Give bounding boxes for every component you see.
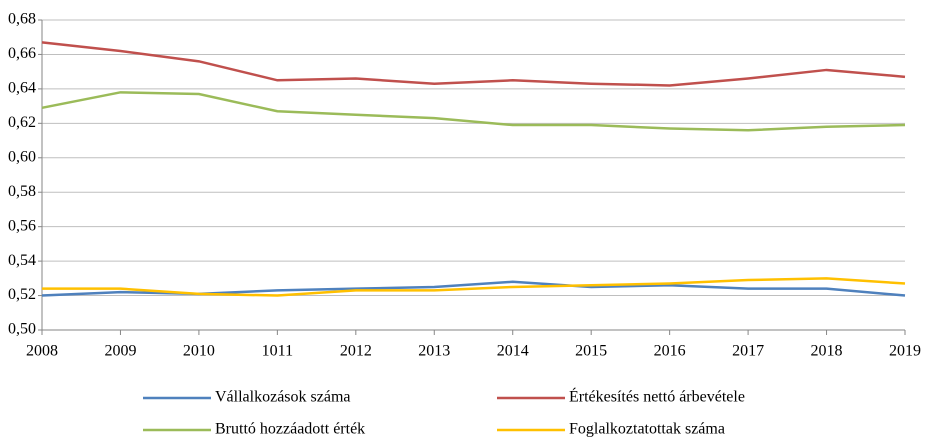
y-tick-label: 0,54 bbox=[8, 252, 36, 269]
x-tick-label: 2014 bbox=[497, 343, 529, 360]
x-tick-label: 1011 bbox=[262, 343, 293, 360]
y-tick-label: 0,60 bbox=[8, 148, 36, 165]
series-line bbox=[42, 277, 906, 297]
x-tick-label: 2009 bbox=[104, 343, 136, 360]
y-tick-label: 0,58 bbox=[8, 183, 36, 200]
series-line bbox=[41, 91, 906, 132]
legend-label: Foglalkoztatottak száma bbox=[569, 421, 725, 438]
x-tick-label: 2017 bbox=[732, 343, 764, 360]
legend-label: Értékesítés nettó árbevétele bbox=[569, 387, 745, 406]
y-tick-label: 0,56 bbox=[8, 217, 36, 234]
y-tick-label: 0,62 bbox=[8, 114, 36, 131]
x-tick-label: 2013 bbox=[418, 343, 450, 360]
y-tick-label: 0,64 bbox=[8, 80, 36, 97]
x-tick-label: 2019 bbox=[889, 343, 921, 360]
legend-label: Bruttó hozzáadott érték bbox=[215, 421, 365, 438]
x-tick-label: 2015 bbox=[575, 343, 607, 360]
y-tick-label: 0,68 bbox=[8, 11, 36, 28]
y-tick-label: 0,52 bbox=[8, 286, 36, 303]
y-tick-label: 0,50 bbox=[8, 321, 36, 338]
x-tick-label: 2016 bbox=[654, 343, 686, 360]
x-tick-label: 2010 bbox=[183, 343, 215, 360]
x-tick-label: 2008 bbox=[26, 343, 58, 360]
series-line bbox=[41, 41, 906, 87]
x-tick-label: 2018 bbox=[811, 343, 843, 360]
x-tick-label: 2012 bbox=[340, 343, 372, 360]
y-tick-label: 0,66 bbox=[8, 45, 36, 62]
legend-label: Vállalkozások száma bbox=[215, 389, 351, 406]
